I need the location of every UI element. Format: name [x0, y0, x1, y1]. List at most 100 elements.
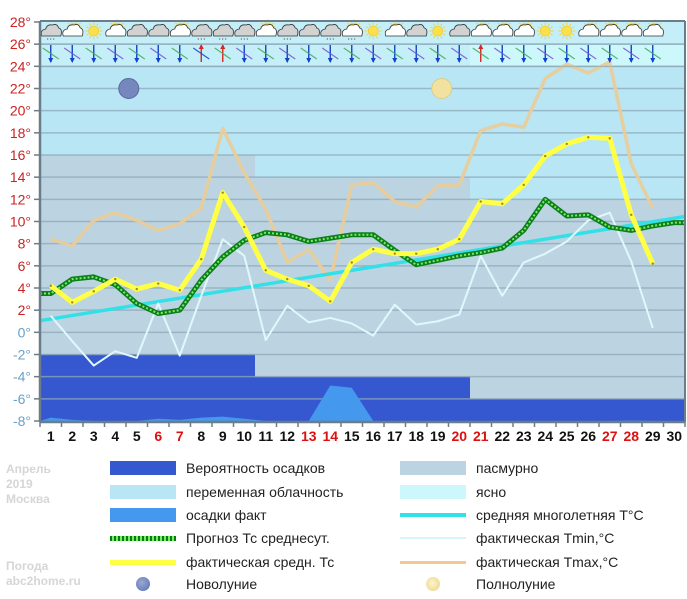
- wind-arrow-head: [542, 58, 548, 63]
- cloud: [126, 24, 148, 37]
- sun-ray: [442, 26, 446, 29]
- cloud: [277, 24, 299, 37]
- overcast-band: [40, 155, 255, 355]
- cloud: [148, 24, 170, 37]
- sunny-icon: [85, 22, 103, 40]
- sun-ray: [537, 33, 541, 36]
- actual-avg-point: [608, 137, 611, 140]
- x-tick-label: 27: [602, 428, 618, 444]
- x-tick-label: 16: [365, 428, 381, 444]
- y-tick-label: 16°: [10, 147, 31, 163]
- precip-probability-swatch: [110, 461, 176, 475]
- wind-arrow-head: [521, 58, 527, 63]
- x-tick-label: 21: [473, 428, 489, 444]
- partly-cloudy-icon: [492, 19, 514, 37]
- wind-secondary-arrow: [192, 47, 210, 60]
- legend-item-full-moon: Полнолуние: [400, 574, 555, 594]
- wind-arrow-head: [370, 58, 376, 63]
- cloud: [578, 24, 600, 37]
- cloud: [62, 24, 84, 37]
- sun-ray: [508, 22, 511, 25]
- x-tick-label: 7: [176, 428, 184, 444]
- y-tick-label: 14°: [10, 169, 31, 185]
- y-tick-label: -6°: [13, 391, 31, 407]
- forecast-line-swatch: [110, 535, 176, 541]
- tmax-line: [50, 60, 655, 282]
- wind-arrow-head: [91, 58, 97, 63]
- sun-ray: [357, 22, 361, 25]
- wind-secondary-arrow: [171, 47, 189, 60]
- wind-arrow-head: [564, 58, 570, 63]
- wind-arrow-head: [177, 58, 183, 63]
- sun-ray: [430, 26, 433, 29]
- legend-item-tmin: фактическая Tmin,°С: [400, 528, 614, 548]
- sun-ray: [571, 26, 575, 29]
- actual-avg-point: [372, 248, 375, 251]
- sun-ray: [375, 35, 378, 39]
- cloud: [384, 24, 406, 37]
- wind-secondary-arrow: [493, 47, 511, 60]
- tmax-line-swatch: [400, 560, 466, 564]
- sun-ray: [562, 23, 565, 27]
- temperature-chart: 28° 26° 24° 22° 20° 18° 16° 14° 12° 10° 8° 6° 4° 2° 0°…: [10, 14, 686, 444]
- wind-secondary-arrow: [278, 47, 296, 60]
- overcast-band: [470, 199, 685, 399]
- sun-ray: [529, 22, 533, 25]
- cloud: [234, 24, 256, 37]
- x-tick-label: 8: [197, 428, 205, 444]
- wind-secondary-arrow: [106, 47, 124, 60]
- cloud: [470, 24, 492, 37]
- cloud: [621, 24, 643, 37]
- wind-arrow-head: [456, 58, 462, 63]
- actual-avg-point: [264, 269, 267, 272]
- cloud: [105, 24, 127, 37]
- sun-ray: [271, 22, 275, 25]
- x-tick-label: 15: [344, 428, 360, 444]
- sun-ray: [378, 26, 381, 29]
- cloud: [169, 24, 191, 37]
- sun-ray: [110, 22, 114, 25]
- sunny-icon: [536, 22, 554, 40]
- wind-secondary-arrow: [257, 47, 275, 60]
- x-tick-label: 29: [645, 428, 661, 444]
- x-tick-label: 13: [301, 428, 317, 444]
- sun-ray: [400, 22, 404, 25]
- source-title: Погода: [6, 559, 49, 573]
- x-tick-label: 14: [322, 428, 338, 444]
- sun-ray: [559, 33, 562, 36]
- actual-avg-line-swatch: [110, 559, 176, 565]
- wind-secondary-arrow: [128, 47, 146, 60]
- wind-secondary-arrow: [321, 47, 339, 60]
- legend-item-forecast: Прогноз Тс среднесут.: [110, 528, 330, 548]
- tmin-line: [49, 211, 654, 367]
- sun-ray: [368, 23, 371, 27]
- wind-secondary-arrow: [407, 47, 425, 60]
- wind-arrow-head: [263, 58, 269, 63]
- sun-ray: [594, 22, 597, 25]
- sun-ray: [368, 35, 371, 39]
- sun-ray: [86, 33, 89, 36]
- sun-ray: [390, 22, 393, 25]
- x-tick-label: 9: [219, 428, 227, 444]
- cloud: [642, 24, 664, 37]
- wind-secondary-arrow: [42, 47, 60, 60]
- tmin-line-swatch: [400, 537, 466, 539]
- y-tick-label: -8°: [13, 413, 31, 429]
- sun-ray: [583, 22, 587, 25]
- cloudy-icon: [298, 24, 320, 37]
- sun-ray: [86, 26, 89, 29]
- sun-disc: [432, 25, 444, 37]
- wind-arrow-head: [327, 58, 333, 63]
- sun-ray: [440, 23, 443, 27]
- sun-ray: [98, 26, 102, 29]
- actual-avg-point: [501, 202, 504, 205]
- cloudy-rain-icon: [191, 24, 213, 40]
- y-tick-label: 20°: [10, 103, 31, 119]
- actual-avg-point: [157, 282, 160, 285]
- sun-ray: [626, 22, 630, 25]
- sun-ray: [571, 33, 575, 36]
- partly-cloudy-icon: [599, 19, 621, 37]
- actual-avg-point: [479, 200, 482, 203]
- sun-ray: [540, 35, 543, 39]
- cloud: [406, 24, 428, 37]
